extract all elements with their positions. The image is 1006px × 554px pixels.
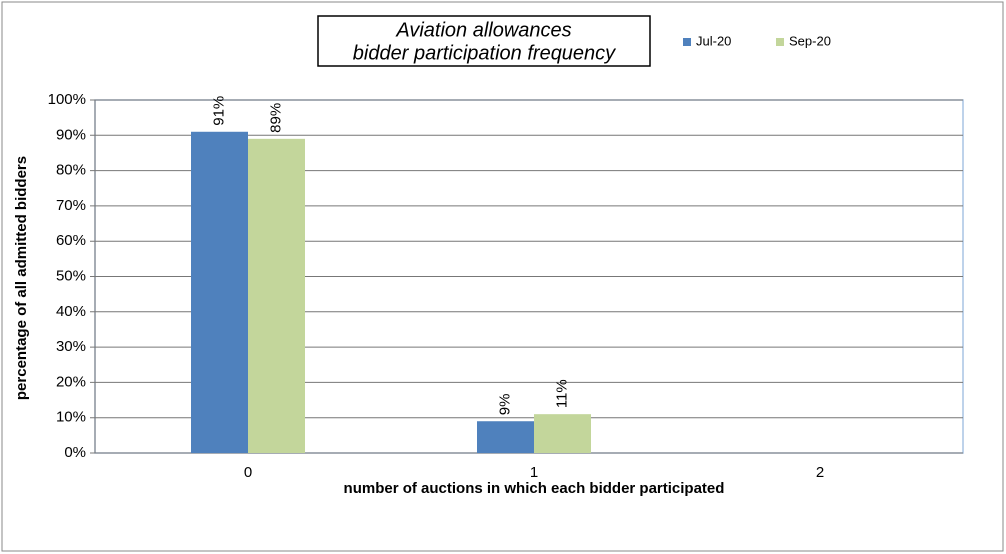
y-tick-label: 20% [56, 373, 86, 390]
bar [248, 138, 305, 453]
x-tick-label: 2 [816, 464, 824, 481]
y-tick-label: 80% [56, 162, 86, 179]
y-axis-title: percentage of all admitted bidders [13, 156, 30, 400]
y-tick-label: 70% [56, 197, 86, 214]
x-tick-label: 0 [244, 464, 252, 481]
legend-label: Jul-20 [696, 33, 731, 48]
x-tick-label: 1 [530, 464, 538, 481]
chart-title: Aviation allowances [395, 19, 571, 41]
y-tick-label: 30% [56, 338, 86, 355]
y-tick-label: 50% [56, 267, 86, 284]
bar [477, 421, 534, 453]
bar [191, 131, 248, 453]
y-tick-label: 60% [56, 232, 86, 249]
data-label: 91% [210, 96, 227, 126]
y-tick-label: 0% [64, 444, 86, 461]
y-tick-label: 10% [56, 409, 86, 426]
data-label: 11% [553, 379, 570, 408]
y-tick-label: 90% [56, 126, 86, 143]
legend-swatch [776, 38, 784, 46]
y-tick-label: 100% [48, 91, 86, 108]
legend-swatch [683, 38, 691, 46]
y-tick-label: 40% [56, 303, 86, 320]
data-label: 89% [267, 103, 284, 133]
x-axis-title: number of auctions in which each bidder … [344, 480, 725, 497]
legend-label: Sep-20 [789, 33, 831, 48]
chart-title: bidder participation frequency [353, 42, 616, 64]
data-label: 9% [496, 394, 513, 416]
title-box [317, 15, 651, 67]
bar [534, 414, 591, 453]
